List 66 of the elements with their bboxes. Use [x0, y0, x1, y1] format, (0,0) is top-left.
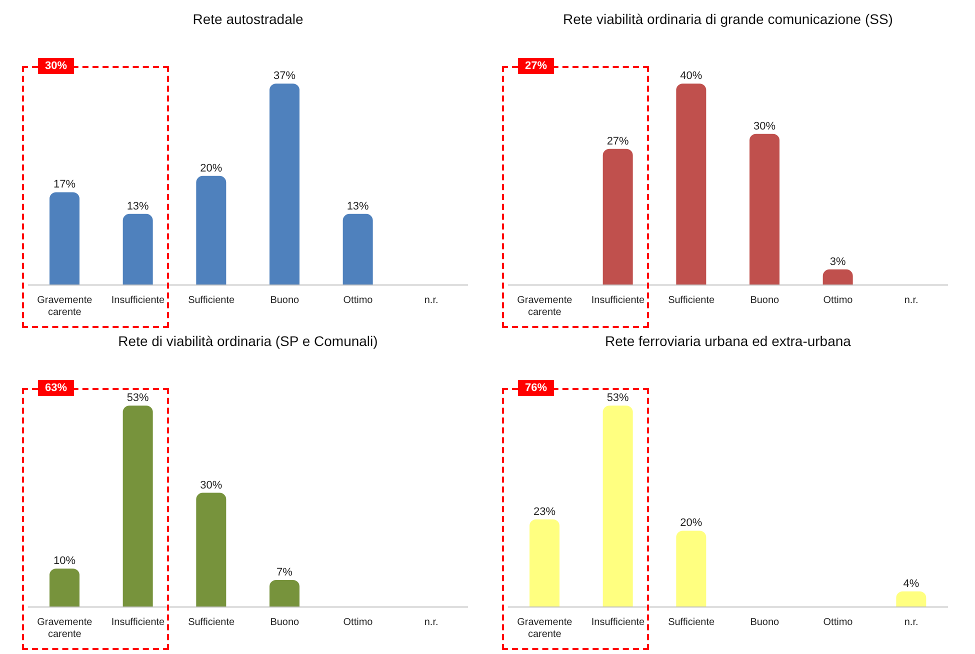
chart-title: Rete viabilità ordinaria di grande comunicazione (SS): [562, 10, 894, 29]
bar: [270, 84, 300, 286]
data-label: 53%: [606, 392, 630, 404]
bar: [196, 176, 226, 286]
bar: [822, 269, 853, 286]
x-tick-label: Ottimo: [823, 617, 854, 628]
bar: [676, 530, 706, 608]
chart-title: Rete ferroviaria urbana ed extra-urbana: [604, 332, 852, 351]
x-tick-label: Sufficiente: [668, 295, 716, 306]
bar: [50, 192, 80, 286]
bar: [602, 148, 633, 286]
x-tick-label: Gravemente carente: [517, 295, 573, 318]
x-tick-label: Insufficiente: [591, 295, 646, 306]
x-tick-label: Sufficiente: [188, 617, 236, 628]
data-label: 30%: [753, 120, 776, 132]
x-tick-label: Buono: [750, 295, 780, 306]
bar: [122, 406, 153, 608]
x-tick-label: n.r.: [904, 617, 918, 628]
x-tick-label: Gravemente carente: [37, 295, 93, 318]
text: 27%: [518, 58, 554, 74]
bar: [676, 84, 706, 286]
x-tick-label: n.r.: [424, 617, 438, 628]
x-tick-label: Buono: [270, 617, 300, 628]
text: 63%: [38, 380, 74, 396]
text: 76%: [518, 380, 554, 396]
text: 30%: [38, 58, 74, 74]
x-tick-label: Buono: [270, 295, 300, 306]
chart-title: Rete di viabilità ordinaria (SP e Comunali): [117, 332, 379, 351]
x-tick-label: n.r.: [904, 295, 918, 306]
data-label: 17%: [53, 178, 76, 191]
x-tick-label: Insufficiente: [111, 295, 166, 306]
x-tick-label: Ottimo: [343, 295, 374, 306]
data-label: 40%: [680, 70, 702, 82]
bar: [122, 214, 153, 286]
bar: [530, 519, 560, 608]
x-tick-label: Gravemente carente: [37, 617, 93, 640]
x-tick-label: Insufficiente: [111, 617, 166, 628]
bar: [750, 134, 780, 286]
x-tick-label: Sufficiente: [188, 295, 236, 306]
x-tick-label: Insufficiente: [591, 617, 646, 628]
bar: [896, 591, 926, 608]
bar: [602, 406, 633, 608]
x-tick-label: Ottimo: [823, 295, 854, 306]
data-label: 4%: [903, 578, 920, 590]
x-tick-label: Gravemente carente: [517, 617, 573, 640]
x-tick-label: n.r.: [424, 295, 438, 306]
data-label: 20%: [680, 517, 702, 530]
data-label: 37%: [273, 70, 296, 82]
data-label: 23%: [533, 506, 556, 518]
data-label: 20%: [200, 162, 222, 174]
x-tick-label: Buono: [750, 617, 780, 628]
data-label: 27%: [606, 135, 630, 148]
data-label: 30%: [200, 479, 222, 492]
bar: [342, 214, 373, 286]
data-label: 10%: [53, 555, 76, 568]
x-tick-label: Ottimo: [343, 617, 374, 628]
x-tick-label: Sufficiente: [668, 617, 716, 628]
data-label: 7%: [276, 566, 293, 578]
data-label: 3%: [830, 256, 846, 268]
chart-title: Rete autostradale: [192, 10, 304, 29]
data-label: 13%: [126, 200, 150, 212]
bar: [196, 492, 226, 608]
bar: [50, 568, 80, 608]
data-label: 53%: [126, 392, 150, 404]
bar: [270, 580, 300, 608]
data-label: 13%: [346, 200, 370, 212]
